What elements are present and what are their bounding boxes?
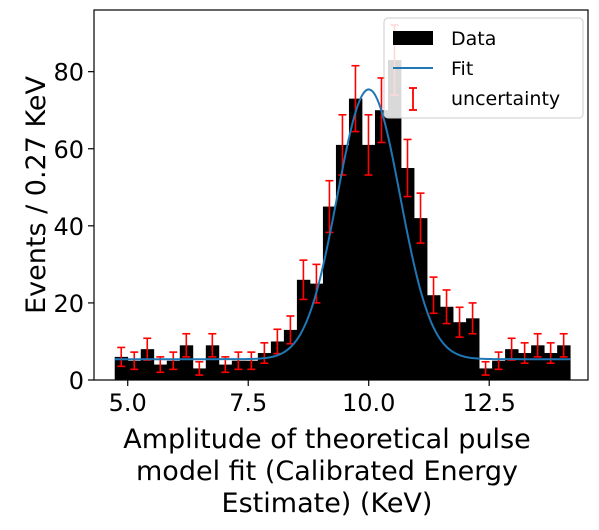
errorbar [533,332,542,358]
histogram-bar [270,341,285,380]
errorbar [455,306,464,338]
x-axis-label-line-3: Estimate) (KeV) [222,488,433,519]
errorbar [403,138,412,198]
legend-data-swatch [393,31,433,45]
errorbar [559,332,568,358]
legend-uncertainty-label: uncertainty [451,88,560,110]
errorbar [117,346,126,368]
x-tick-label: 12.5 [462,389,515,417]
histogram-bar [127,360,142,380]
errorbar [494,351,503,371]
errorbar [442,289,451,325]
errorbar [247,351,256,371]
histogram-bar [179,345,194,380]
errorbar [130,351,139,371]
plot-frame [93,9,589,381]
y-tick-label: 20 [53,290,84,318]
errorbar [208,332,217,358]
x-axis-ticks: 5.0 7.5 10.0 12.5 [109,380,516,417]
legend-fit-label: Fit [451,58,473,80]
errorbar [299,259,308,301]
histogram-bar [387,60,402,381]
errorbar [468,302,477,335]
histogram-bar [505,349,519,380]
histogram-bar [427,295,441,380]
histogram-bar [140,349,155,380]
errorbar [195,360,204,376]
errorbar [260,342,269,365]
x-axis-label-line-2: model fit (Calibrated Energy [136,456,518,487]
y-tick-label: 80 [53,59,84,87]
histogram-bars [114,60,571,381]
histogram-bar [348,98,363,380]
y-tick-label: 40 [53,213,84,241]
histogram-bar [231,360,246,380]
histogram-bar [401,168,415,380]
histogram-bar [114,356,129,380]
histogram-bar [244,360,259,380]
x-tick-label: 5.0 [109,389,147,417]
errorbar [351,64,360,133]
errorbar [481,360,490,376]
legend-data-label: Data [451,28,496,50]
histogram-bar [335,144,350,380]
histogram-bar [309,283,324,380]
histogram-bar [361,144,376,380]
errorbar [429,276,438,315]
errorbar [234,351,243,371]
legend: Data Fit uncertainty [383,17,584,119]
histogram-bar [492,360,506,380]
histogram-bar [374,110,389,380]
fit-curve [114,88,571,361]
x-tick-label: 10.0 [342,389,395,417]
errorbar [169,351,178,371]
legend-uncertainty-swatch [409,87,417,111]
histogram-bar [440,306,454,380]
x-tick-label: 7.5 [229,389,267,417]
errorbar [416,192,425,244]
histogram-bar [257,353,272,380]
histogram-bar [166,360,181,380]
errorbar [364,113,373,176]
y-tick-label: 60 [53,136,84,164]
legend-box [383,17,584,119]
y-axis-label: Events / 0.27 KeV [21,76,52,314]
histogram-bar [557,345,571,380]
y-tick-label: 0 [69,367,84,395]
y-axis-ticks: 0 20 40 60 80 [53,59,94,395]
histogram-bar [205,345,220,380]
errorbar [182,332,191,358]
x-axis-label-line-1: Amplitude of theoretical pulse [123,424,531,455]
histogram-bar [531,345,545,380]
histogram-bar [414,218,428,380]
